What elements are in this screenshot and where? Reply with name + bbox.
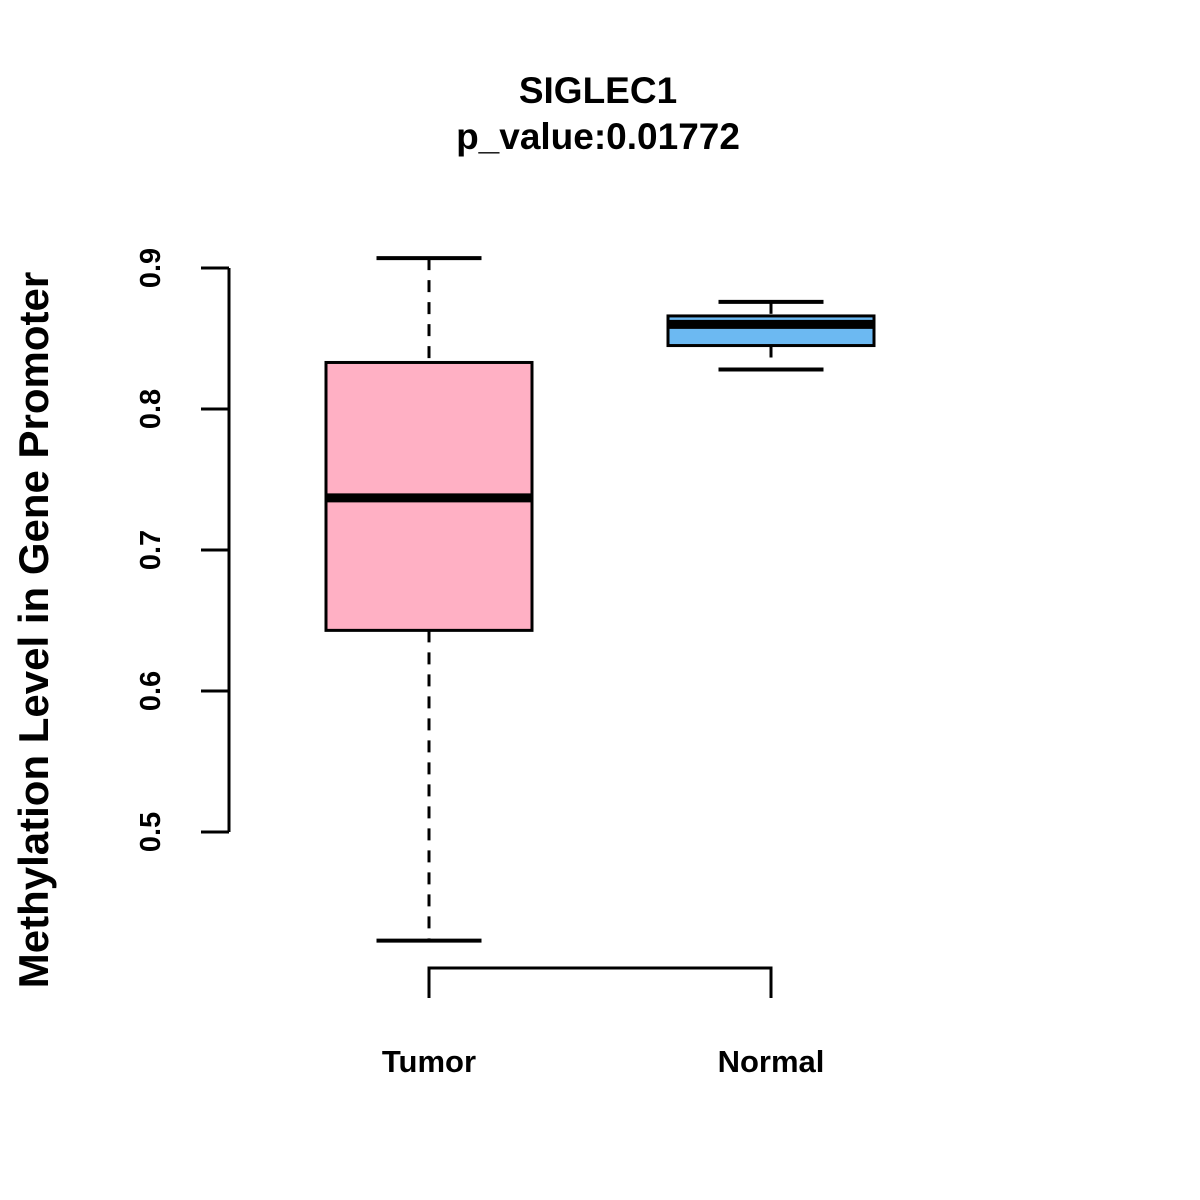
chart-subtitle: p_value:0.01772 [456,116,740,157]
y-tick-label: 0.8 [135,389,167,429]
y-tick-label: 0.9 [135,248,167,288]
chart-title: SIGLEC1 [518,70,678,111]
title-block: SIGLEC1 p_value:0.01772 [0,68,1196,160]
y-tick-label: 0.5 [135,812,167,852]
y-tick-label: 0.6 [135,671,167,711]
x-label-normal: Normal [718,1044,825,1079]
x-label-tumor: Tumor [382,1044,476,1079]
y-tick-label: 0.7 [135,530,167,570]
x-axis-line [427,966,773,998]
